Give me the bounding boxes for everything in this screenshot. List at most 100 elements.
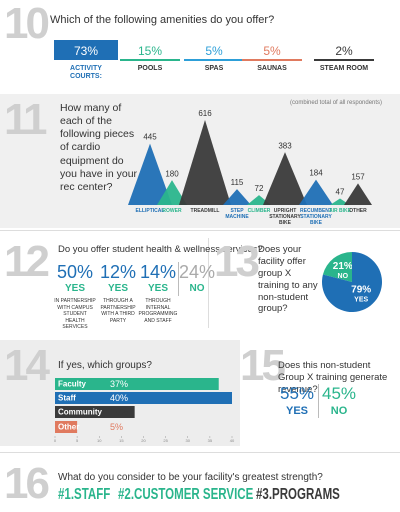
x-tick-label: 40	[230, 438, 235, 443]
category-label: AIR BIKE	[329, 208, 351, 214]
divider	[208, 238, 209, 328]
section-number: 11	[4, 95, 47, 144]
percent: 12%	[99, 262, 137, 282]
slice-label: YES	[354, 297, 368, 304]
section-number: 13	[214, 237, 260, 286]
percent: 50%	[56, 262, 94, 282]
triangle	[344, 183, 372, 205]
value-label: 18%	[110, 407, 128, 417]
question: What do you consider to be your facility…	[58, 472, 323, 483]
triangle	[223, 189, 251, 205]
question: How many of each of the following pieces…	[60, 102, 138, 193]
amenity-label: ACTIVITY COURTS:	[70, 65, 102, 81]
x-tick-label: 10	[97, 438, 102, 443]
section-number: 12	[4, 237, 50, 286]
bar	[55, 406, 135, 418]
bar	[55, 378, 219, 390]
separator	[178, 262, 179, 296]
answer: NO	[330, 405, 348, 417]
x-tick-label: 0	[54, 438, 57, 443]
answer: YES	[285, 405, 308, 417]
triangle	[179, 119, 231, 205]
triangle	[128, 143, 172, 205]
amenity-value: 15%	[137, 44, 163, 58]
category-label: Faculty	[58, 380, 87, 389]
percent: 24%	[178, 262, 216, 282]
strength: #3.PROGRAMS	[256, 486, 340, 503]
separator	[318, 384, 319, 418]
pie-slice	[322, 252, 382, 313]
bar	[55, 392, 232, 404]
amenity-label: STEAM ROOM	[319, 65, 369, 72]
question: Do you offer student health & wellness s…	[58, 244, 263, 255]
x-tick-label: 5	[76, 438, 79, 443]
answer: YES	[107, 283, 128, 294]
value-label: 37%	[110, 379, 128, 389]
slice-label: NO	[338, 273, 349, 280]
value-label: 383	[278, 141, 292, 150]
amenity-label: SPAS	[204, 65, 224, 72]
amenity-value: 5%	[205, 44, 223, 58]
category-label: Other	[58, 423, 79, 432]
category-label: UPRIGHT STATIONARY BIKE	[269, 208, 301, 226]
value-label: 180	[165, 169, 179, 178]
x-tick-label: 35	[208, 438, 213, 443]
bar	[55, 421, 78, 433]
x-tick-label: 15	[119, 438, 124, 443]
slice-value: 79%	[351, 284, 371, 295]
category-label: STEP MACHINE	[225, 208, 249, 220]
category-label: TREADMILL	[190, 208, 220, 214]
triangle	[157, 180, 187, 205]
triangle	[330, 198, 350, 205]
description: THROUGH INTERNAL PROGRAMMING AND STAFF	[138, 298, 178, 324]
category-label: Staff	[58, 394, 76, 403]
value-label: 445	[143, 133, 157, 142]
x-tick-label: 20	[141, 438, 146, 443]
value-label: 40%	[110, 393, 128, 403]
underline	[184, 59, 244, 61]
answer: NO	[189, 283, 205, 294]
description: THROUGH A PARTNERSHIP WITH A THIRD PARTY	[100, 298, 136, 324]
pie-slice	[322, 252, 352, 282]
value-label: 184	[309, 169, 323, 178]
amenity-label: SAUNAS	[257, 65, 287, 72]
section-number: 15	[240, 341, 286, 390]
category-label: CLIMBER	[247, 208, 271, 214]
question: Does your facility offer group X trainin…	[258, 244, 318, 315]
slice-value: 21%	[333, 261, 353, 272]
value-label: 72	[255, 184, 264, 193]
category-label: OTHER	[349, 208, 367, 214]
category-label: RECUMBENT STATIONARY BIKE	[300, 208, 332, 226]
question: Does this non-student Group X training g…	[278, 360, 388, 395]
underline	[120, 59, 180, 61]
section-number: 16	[4, 459, 50, 508]
answer: YES	[64, 283, 85, 294]
divider	[0, 230, 400, 231]
chart-subtitle: (combined total of all respondents)	[290, 100, 383, 106]
category-label: ELLIPTICAL	[135, 208, 165, 214]
strength: #1.STAFF	[58, 486, 111, 503]
value-label: 47	[336, 188, 345, 197]
percent: 14%	[139, 262, 177, 282]
amenity-value: 5%	[263, 44, 281, 58]
percent: 55%	[279, 384, 315, 403]
strength: #2.CUSTOMER SERVICE	[118, 486, 254, 503]
value-label: 157	[351, 172, 365, 181]
underline	[314, 59, 374, 61]
category-label: Community	[58, 408, 103, 417]
underline	[242, 59, 302, 61]
description: IN PARTNERSHIP WITH CAMPUS STUDENT HEALT…	[54, 298, 96, 330]
value-label: 115	[231, 178, 244, 187]
question: If yes, which groups?	[58, 360, 152, 371]
value-label: 5%	[110, 422, 123, 432]
x-tick-label: 25	[163, 438, 168, 443]
value-box	[54, 40, 118, 60]
percent: 45%	[321, 384, 357, 403]
section-number: 14	[4, 341, 50, 390]
triangle	[263, 152, 307, 205]
answer: YES	[147, 283, 168, 294]
x-tick-label: 30	[186, 438, 191, 443]
divider	[0, 452, 400, 453]
